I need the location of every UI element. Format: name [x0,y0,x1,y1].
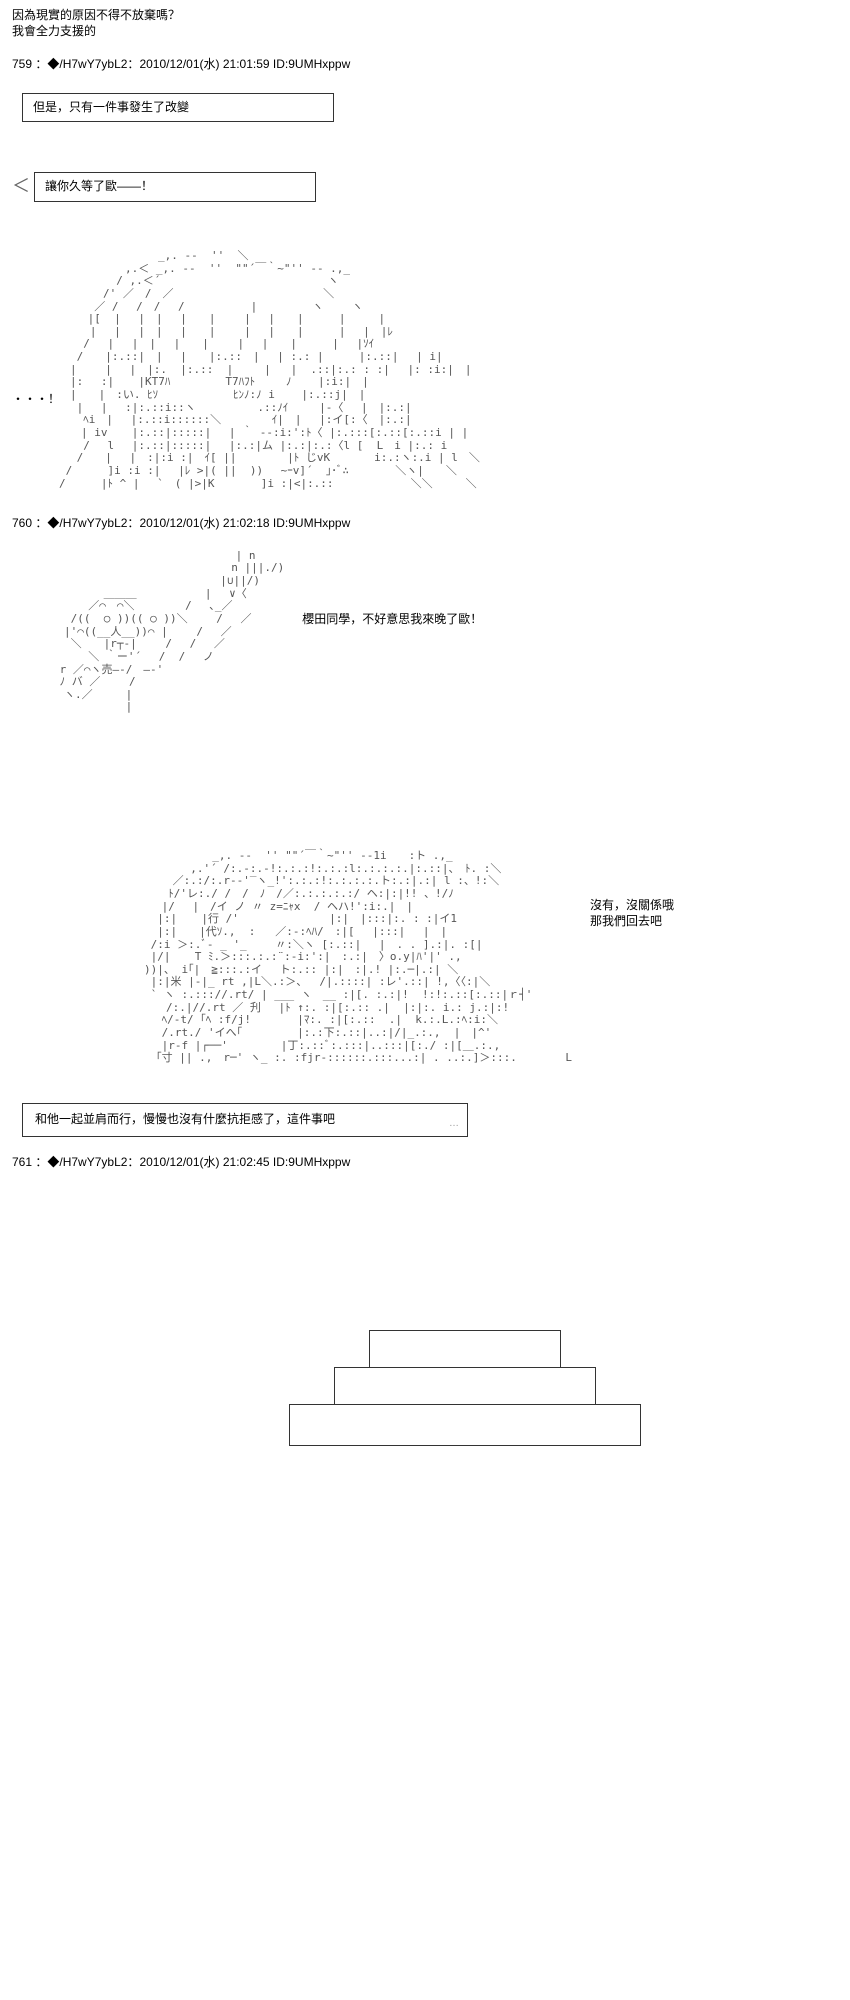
speech-box-2: 讓你久等了歐——！ [34,172,316,202]
caption-2a: 沒有，沒關係哦 [590,898,674,914]
intro-line-1: 因為現實的原因不得不放棄嗎？ [12,8,838,24]
post-num: 760 [12,516,32,530]
post-time: 21:02:45 [223,1155,270,1169]
post-date: 2010/12/01(水) [139,516,219,530]
post-date: 2010/12/01(水) [139,1155,219,1169]
post-id: ID:9UMHxppw [273,1155,350,1169]
step-diagram [92,1330,838,1446]
post-id: ID:9UMHxppw [273,516,350,530]
caption-1: 櫻田同學，不好意思我來晚了歐！ [302,542,482,628]
post-trip: ◆/H7wY7ybL2 [47,1155,127,1169]
post-num: 761 [12,1155,32,1169]
speech-box-1: 但是，只有一件事發生了改變 [22,93,334,123]
speech-row-2: ＜ 讓你久等了歐——！ [12,172,838,202]
post-num: 759 [12,57,32,71]
post-header-759: 759 ：◆/H7wY7ybL2：2010/12/01(水) 21:01:59 … [12,57,838,73]
post-header-761: 761 ：◆/H7wY7ybL2：2010/12/01(水) 21:02:45 … [12,1155,838,1171]
wide-speech-box: 和他一起並肩而行，慢慢也沒有什麼抗拒感了，這件事吧 … [22,1103,468,1137]
post-header-760: 760 ：◆/H7wY7ybL2：2010/12/01(水) 21:02:18 … [12,516,838,532]
step-box-1 [369,1330,561,1368]
post-time: 21:01:59 [223,57,270,71]
wide-speech-text: 和他一起並肩而行，慢慢也沒有什麼抗拒感了，這件事吧 [35,1112,335,1126]
step-box-3 [289,1404,641,1446]
intro-line-2: 我會全力支援的 [12,24,838,40]
side-text: ・・・！ [12,242,38,408]
post-date: 2010/12/01(水) [139,57,219,71]
ascii-art-1: _,. -‐ '' ＼ ,.＜ _,. -‐ '' ""´￣｀~"'' ‐- .… [48,250,480,490]
ascii-art-3: _,. -‐ '' ""´￣｀~"'' ‐-1i :ト .,_ ,.'´ /:.… [122,850,572,1065]
caption-2b: 那我們回去吧 [590,914,674,930]
post-trip: ◆/H7wY7ybL2 [47,57,127,71]
step-box-2 [334,1367,596,1405]
post-trip: ◆/H7wY7ybL2 [47,516,127,530]
ellipsis-icon: … [449,1117,459,1130]
post-time: 21:02:18 [223,516,270,530]
ascii-art-2: | n n |||./) |∪||/) ＿＿＿ | ∨〈 ／⌒ ⌒＼ / ､_／… [42,550,284,714]
angle-icon: ＜ [12,175,30,198]
post-id: ID:9UMHxppw [273,57,350,71]
